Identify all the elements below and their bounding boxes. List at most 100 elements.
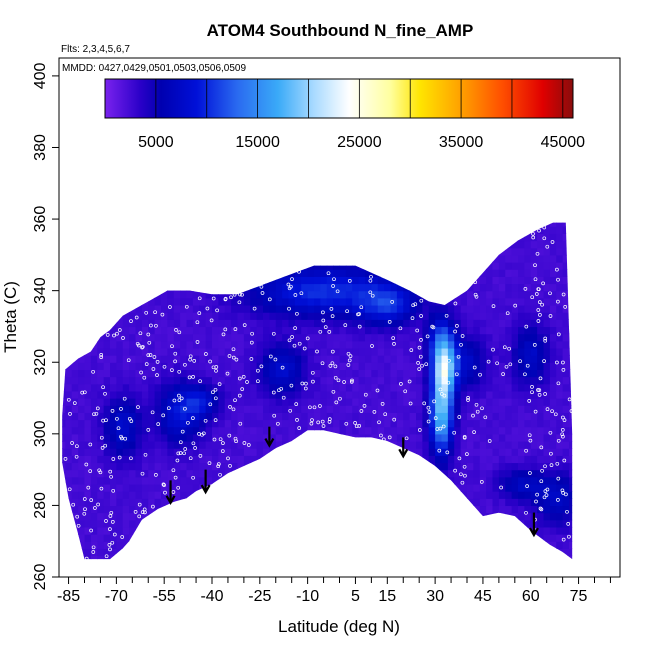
field-cell (429, 563, 436, 571)
field-cell (556, 534, 564, 542)
sample-point (518, 359, 522, 364)
field-cell (116, 319, 124, 328)
field-cell (237, 347, 245, 356)
field-cell (288, 222, 296, 227)
field-cell (575, 298, 582, 306)
field-cell (269, 369, 277, 378)
field-cell (142, 563, 149, 571)
sample-point (191, 441, 196, 446)
field-cell (575, 534, 582, 542)
sample-point (459, 472, 463, 477)
field-cell (224, 319, 232, 328)
field-cell (486, 362, 494, 370)
field-cell (562, 412, 570, 421)
sample-point (135, 341, 140, 346)
field-cell (543, 440, 551, 449)
field-cell (575, 548, 582, 556)
field-cell (524, 269, 532, 277)
field-cell (352, 498, 360, 507)
sample-point (507, 346, 511, 351)
field-cell (543, 347, 551, 356)
field-cell (116, 376, 124, 385)
field-cell (537, 462, 545, 471)
field-cell (333, 383, 341, 392)
sample-point (543, 338, 548, 343)
field-cell (460, 333, 468, 342)
field-cell (97, 519, 105, 528)
sample-point (249, 340, 254, 345)
field-cell (167, 276, 175, 285)
field-cell (397, 212, 404, 220)
sample-point (107, 543, 112, 547)
field-cell (524, 347, 532, 356)
field-cell (243, 433, 251, 442)
field-cell (288, 326, 296, 335)
field-cell (409, 476, 417, 485)
sample-point (567, 397, 572, 402)
field-cell (307, 534, 315, 542)
field-cell (71, 519, 79, 528)
field-cell (263, 226, 270, 234)
field-cell (563, 563, 570, 571)
field-cell (148, 390, 156, 399)
field-cell (442, 563, 449, 571)
field-cell (231, 412, 239, 421)
field-cell (212, 455, 219, 464)
field-cell (250, 383, 258, 392)
field-cell (256, 383, 264, 392)
field-cell (205, 405, 213, 413)
field-cell (187, 212, 194, 220)
field-cell (454, 390, 462, 399)
field-cell (186, 222, 194, 227)
field-cell (231, 319, 239, 328)
field-cell (467, 512, 474, 521)
field-cell (549, 262, 557, 270)
sample-point (176, 485, 181, 490)
sample-point (345, 309, 349, 314)
field-cell (518, 419, 525, 428)
field-cell (142, 212, 149, 220)
field-cell (505, 440, 513, 449)
field-cell (435, 526, 443, 535)
field-cell (435, 297, 443, 306)
field-cell (339, 326, 347, 335)
field-cell (460, 276, 468, 285)
field-cell (358, 226, 366, 234)
field-cell (377, 455, 385, 464)
field-cell (97, 426, 105, 435)
field-cell (460, 312, 468, 320)
field-cell (454, 491, 462, 499)
field-cell (454, 233, 462, 242)
field-cell (110, 326, 117, 335)
field-cell (141, 462, 149, 471)
field-cell (345, 440, 353, 449)
field-cell (358, 469, 366, 478)
field-cell (396, 390, 404, 399)
field-cell (422, 563, 429, 571)
field-cell (301, 512, 309, 521)
field-cell (447, 483, 455, 492)
field-cell (441, 455, 449, 464)
field-cell (65, 304, 73, 313)
field-cell (352, 340, 360, 349)
field-cell (409, 362, 417, 370)
field-cell (250, 247, 258, 256)
field-cell (307, 269, 315, 277)
field-cell (409, 405, 417, 413)
field-cell (422, 491, 430, 499)
field-cell (467, 319, 474, 328)
field-cell (492, 483, 500, 492)
field-cell (333, 419, 341, 428)
field-cell (78, 476, 86, 485)
field-cell (377, 319, 385, 328)
field-cell (447, 304, 455, 313)
field-cell (275, 412, 283, 421)
sample-point (144, 310, 149, 315)
field-cell (218, 369, 226, 378)
field-cell (435, 383, 443, 392)
field-cell (275, 426, 283, 435)
field-cell (148, 462, 156, 471)
field-cell (575, 341, 582, 349)
field-cell (377, 233, 385, 242)
field-cell (422, 312, 430, 320)
